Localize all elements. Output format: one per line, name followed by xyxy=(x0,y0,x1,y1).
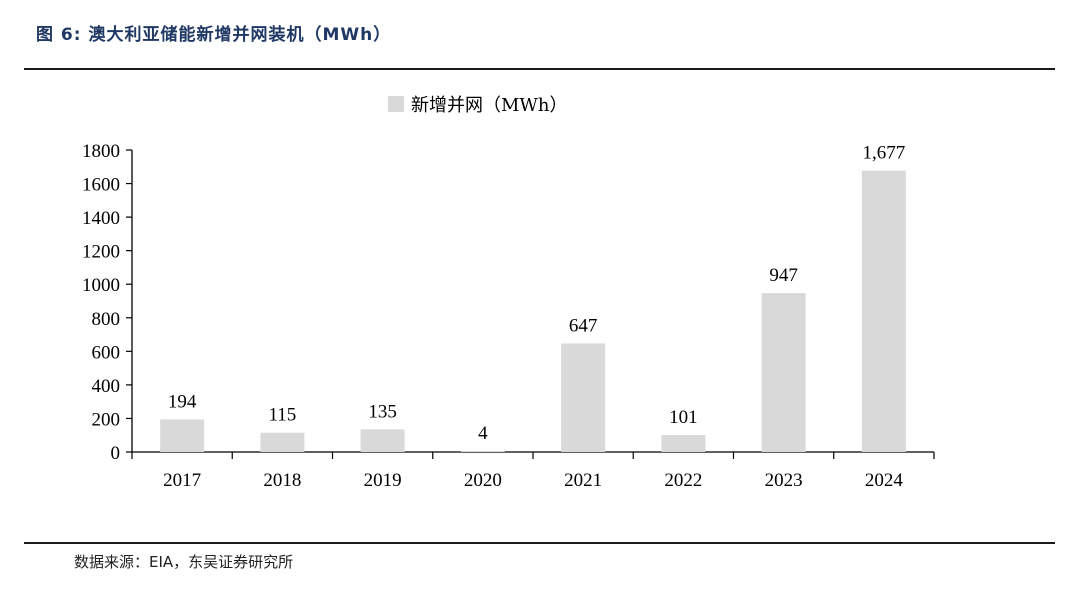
x-tick-label: 2022 xyxy=(664,470,702,491)
legend: 新增并网（MWh） xyxy=(388,95,568,116)
bar xyxy=(661,435,706,452)
bar xyxy=(861,170,906,453)
data-label: 101 xyxy=(669,407,698,428)
data-label: 947 xyxy=(769,265,798,286)
y-tick-label: 400 xyxy=(92,376,121,397)
y-tick-label: 1600 xyxy=(82,175,120,196)
x-tick-label: 2024 xyxy=(865,470,904,491)
x-tick-label: 2017 xyxy=(163,470,201,491)
bar xyxy=(360,429,405,452)
bar xyxy=(460,451,505,452)
x-tick-label: 2023 xyxy=(765,470,803,491)
y-tick-label: 1200 xyxy=(82,242,120,263)
y-tick-label: 0 xyxy=(111,443,121,464)
bar xyxy=(561,343,606,452)
top-divider xyxy=(24,68,1055,70)
data-label: 4 xyxy=(478,423,488,444)
data-label: 647 xyxy=(569,315,598,336)
y-tick-label: 1400 xyxy=(82,208,120,229)
data-label: 1,677 xyxy=(863,143,906,164)
y-axis: 0 200 400 600 800 1000 1200 1400 1600 1800 xyxy=(82,141,133,464)
x-tick-label: 2019 xyxy=(364,470,402,491)
y-tick-label: 1800 xyxy=(82,141,120,162)
data-label: 115 xyxy=(268,405,296,426)
source-note: 数据来源：EIA，东吴证券研究所 xyxy=(74,553,294,571)
x-axis: 2017 2018 2019 2020 2021 2022 2023 2024 xyxy=(131,451,935,491)
data-label: 135 xyxy=(368,401,397,422)
x-tick-label: 2021 xyxy=(564,470,602,491)
y-tick-label: 600 xyxy=(92,342,121,363)
x-tick-label: 2020 xyxy=(464,470,502,491)
legend-swatch xyxy=(388,96,404,112)
bar xyxy=(260,432,305,452)
bottom-divider xyxy=(24,542,1055,544)
x-tick-label: 2018 xyxy=(263,470,301,491)
figure-title: 图 6: 澳大利亚储能新增并网装机（MWh） xyxy=(36,25,392,45)
legend-label: 新增并网（MWh） xyxy=(411,95,568,116)
bar xyxy=(160,419,205,452)
bar xyxy=(761,293,806,452)
y-tick-label: 1000 xyxy=(82,275,120,296)
y-tick-label: 800 xyxy=(92,309,121,330)
y-tick-label: 200 xyxy=(92,409,121,430)
bars: 194 115 135 4 647 101 947 1,677 xyxy=(160,143,906,453)
data-label: 194 xyxy=(168,391,197,412)
